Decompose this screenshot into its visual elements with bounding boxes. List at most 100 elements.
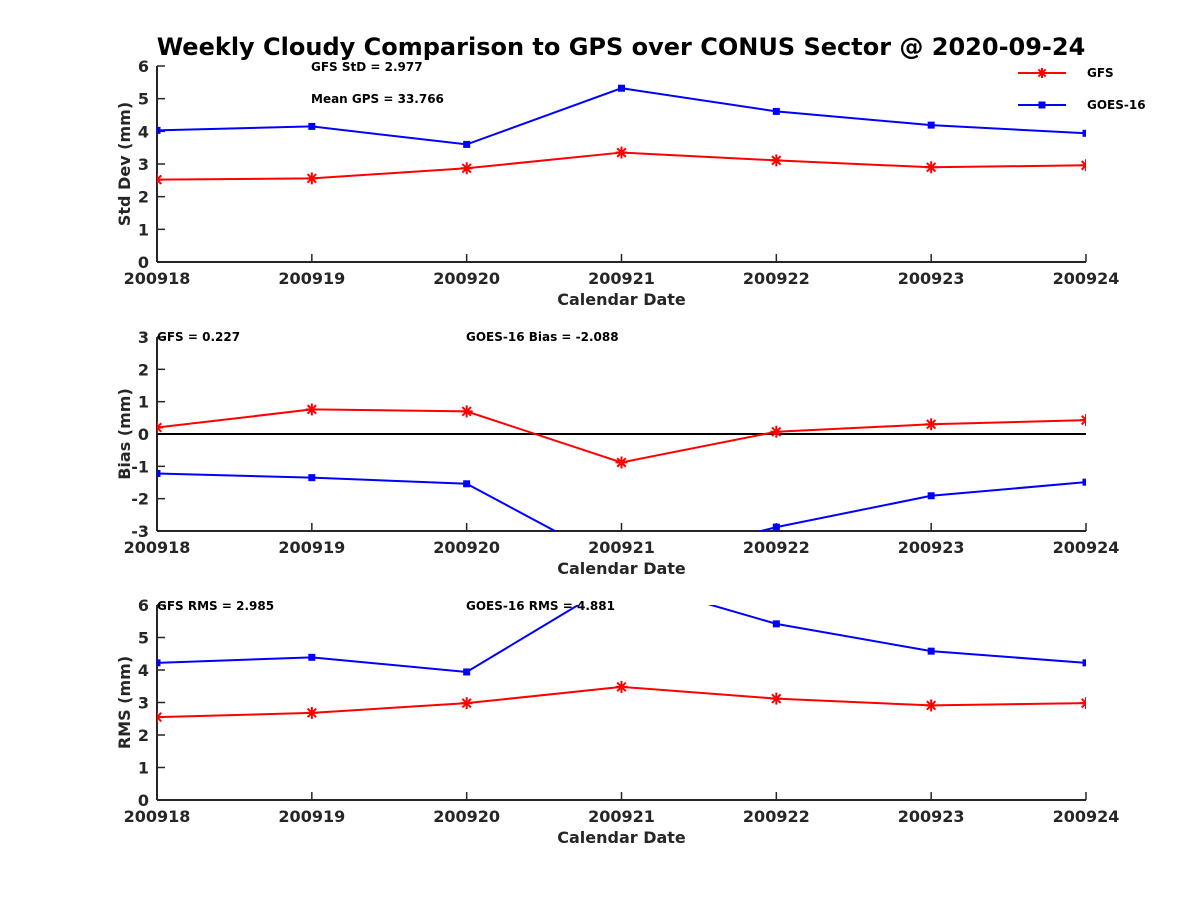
stat-annotation: GOES-16 Bias = -2.088 [466, 330, 619, 344]
x-tick-label: 200919 [278, 538, 345, 557]
y-tick-label: 1 [138, 220, 149, 239]
data-point-gfs [1080, 159, 1086, 172]
panel-3: 0 1 2 3 4 5 6 200918 200919 200920 200921 200922 200… [115, 596, 1120, 847]
x-tick-label: 200918 [124, 269, 191, 288]
legend: GFS GOES-16 [1018, 66, 1146, 112]
y-axis-label: Std Dev (mm) [115, 102, 134, 226]
stat-annotation: GFS = 0.227 [157, 330, 240, 344]
data-point-goes-16 [157, 126, 161, 134]
y-tick-label: 3 [138, 694, 149, 713]
y-tick-label: -3 [131, 522, 149, 541]
data-point-gfs [1080, 697, 1086, 710]
x-tick-label: 200919 [278, 269, 345, 288]
data-point-gfs [305, 706, 318, 719]
x-tick-label: 200923 [898, 269, 965, 288]
series-goes-16 [157, 469, 1086, 531]
data-point-gfs [615, 680, 628, 693]
data-point-gfs [157, 711, 163, 724]
data-point-gfs [925, 418, 938, 431]
x-tick-label: 200921 [588, 807, 655, 826]
legend-goes-label: GOES-16 [1087, 98, 1146, 112]
data-point-gfs [460, 405, 473, 418]
y-tick-label: 3 [138, 155, 149, 174]
x-axis-label: Calendar Date [557, 290, 686, 309]
data-point-goes-16 [1082, 659, 1086, 667]
y-tick-label: 3 [138, 328, 149, 347]
data-point-goes-16 [618, 84, 625, 92]
data-point-goes-16 [772, 620, 780, 628]
y-tick-label: -1 [131, 457, 149, 476]
data-point-gfs [460, 162, 473, 175]
y-tick-label: 4 [138, 122, 149, 141]
data-point-gfs [157, 421, 163, 434]
y-tick-label: 2 [138, 726, 149, 745]
figure-title: Weekly Cloudy Comparison to GPS over CON… [157, 33, 1086, 61]
x-tick-label: 200923 [898, 538, 965, 557]
x-tick-label: 200919 [278, 807, 345, 826]
x-tick-label: 200921 [588, 269, 655, 288]
y-tick-label: 0 [138, 791, 149, 810]
x-tick-label: 200921 [588, 538, 655, 557]
series-line-goes-16 [157, 605, 1086, 673]
panel-1: 0 1 2 3 4 5 6 200918 200919 200920 200921 200922 200… [115, 57, 1119, 309]
data-point-goes-16 [463, 668, 471, 676]
data-point-gfs [770, 692, 783, 705]
series-gfs [157, 680, 1086, 724]
x-tick-label: 200918 [124, 538, 191, 557]
data-point-gfs [770, 154, 783, 167]
data-point-gfs [1080, 414, 1086, 427]
y-tick-label: 1 [138, 759, 149, 778]
data-point-goes-16 [308, 122, 316, 130]
data-point-gfs [925, 161, 938, 174]
data-point-gfs [460, 697, 473, 710]
panel-2: -3 -2 -1 0 1 2 3 200918 200919 200920 200921 200922… [115, 328, 1119, 578]
x-tick-label: 200922 [743, 269, 810, 288]
data-point-gfs [615, 456, 628, 469]
x-tick-label: 200922 [743, 538, 810, 557]
series-gfs [157, 403, 1086, 469]
legend-gfs-label: GFS [1087, 66, 1114, 80]
series-gfs [157, 146, 1086, 186]
data-point-goes-16 [927, 121, 935, 129]
x-axis-label: Calendar Date [557, 828, 686, 847]
data-point-goes-16 [927, 492, 935, 500]
data-point-goes-16 [157, 659, 161, 667]
x-axis-label: Calendar Date [557, 559, 686, 578]
series-goes-16 [157, 605, 1086, 676]
stat-annotation: GFS RMS = 2.985 [157, 599, 274, 613]
x-tick-label: 200923 [898, 807, 965, 826]
y-axis-label: RMS (mm) [115, 656, 134, 749]
data-point-gfs [925, 699, 938, 712]
y-tick-label: 4 [138, 661, 149, 680]
x-tick-label: 200924 [1053, 538, 1120, 557]
y-tick-label: 2 [138, 188, 149, 207]
y-tick-label: 6 [138, 596, 149, 615]
x-tick-label: 200924 [1053, 807, 1120, 826]
stat-annotation: GFS StD = 2.977 [311, 60, 423, 74]
x-tick-label: 200922 [743, 807, 810, 826]
data-point-goes-16 [927, 647, 935, 655]
x-tick-label: 200924 [1053, 269, 1120, 288]
legend-goes-marker [1038, 101, 1046, 109]
data-point-goes-16 [463, 140, 471, 148]
y-tick-label: 0 [138, 425, 149, 444]
y-tick-label: 2 [138, 360, 149, 379]
stat-annotation: Mean GPS = 33.766 [311, 92, 444, 106]
data-point-goes-16 [772, 107, 780, 115]
series-line-gfs [157, 408, 1086, 464]
data-point-goes-16 [463, 480, 471, 488]
data-point-goes-16 [772, 523, 780, 531]
y-tick-label: 5 [138, 90, 149, 109]
data-point-gfs [770, 425, 783, 438]
y-tick-label: -2 [131, 490, 149, 509]
y-tick-label: 6 [138, 57, 149, 76]
y-tick-label: 0 [138, 253, 149, 272]
series-goes-16 [157, 84, 1086, 148]
data-point-goes-16 [308, 653, 316, 661]
x-tick-label: 200920 [433, 807, 500, 826]
y-tick-label: 5 [138, 629, 149, 648]
legend-gfs-marker [1037, 68, 1047, 78]
data-point-gfs [305, 403, 318, 416]
